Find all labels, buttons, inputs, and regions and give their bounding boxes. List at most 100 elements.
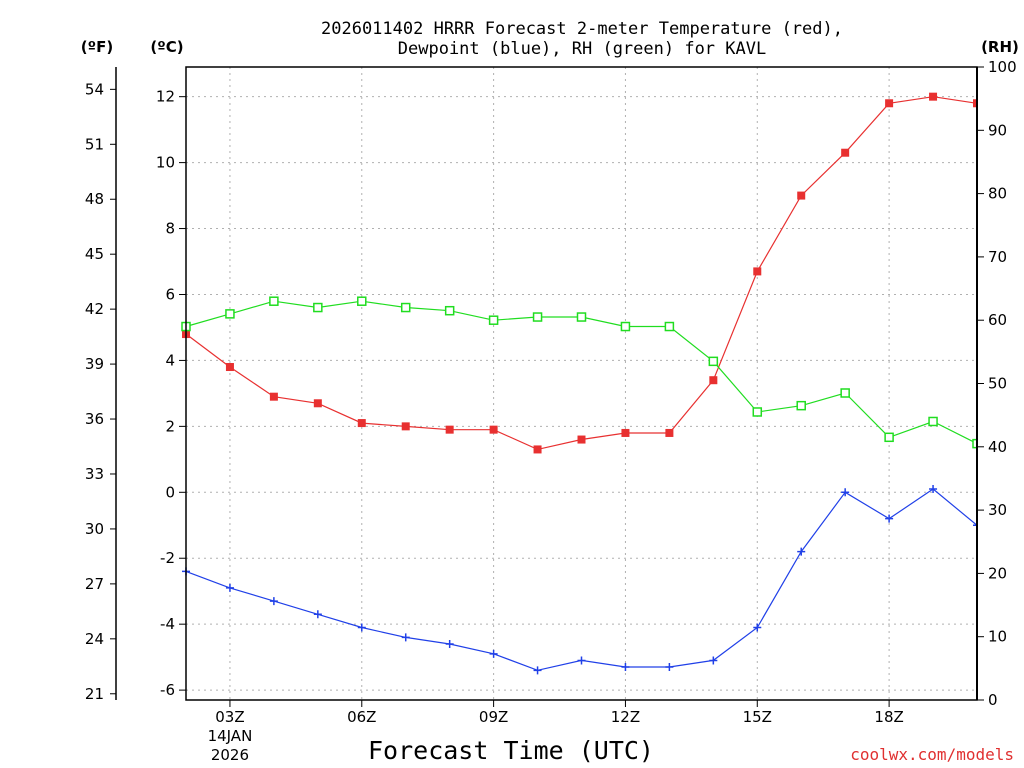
dewpoint-point [577,656,586,665]
rh-point [488,315,499,325]
dewpoint-point [401,633,410,642]
fahrenheit-tick-label: 36 [85,410,104,428]
celsius-tick-label: 12 [156,88,175,106]
temperature-point [797,191,806,200]
dewpoint-point [709,656,718,665]
dewpoint-point [489,649,498,658]
rh-point [576,312,587,322]
temperature-point [489,425,498,434]
x-tick-label: 06Z [347,708,376,726]
rh-tick-label: 30 [988,501,1007,519]
celsius-tick-label: -2 [160,549,175,567]
temperature-point [577,435,586,444]
dewpoint-point [621,663,630,672]
temperature-point [313,399,322,408]
temperature-point [973,99,977,108]
x-tick-label: 12Z [611,708,640,726]
temperature-point [709,376,718,385]
temperature-point [621,428,630,437]
fahrenheit-tick-label: 39 [85,355,104,373]
rh-point [313,302,323,313]
rh-point [928,416,938,427]
rh-point [269,296,279,306]
dewpoint-point [533,666,542,675]
dewpoint-point [445,639,454,648]
fahrenheit-tick-label: 51 [85,135,104,153]
rh-tick-label: 80 [988,185,1007,203]
temperature-point [445,425,454,434]
fahrenheit-tick-label: 21 [85,685,104,703]
gridlines [186,67,977,700]
rh-tick-label: 40 [988,438,1007,456]
fahrenheit-tick-label: 30 [85,520,104,538]
temperature-point [269,392,278,401]
dewpoint-point [313,610,322,619]
x-tick-date-label: 14JAN [208,727,253,745]
dewpoint-point [269,597,278,606]
rh-series-line [185,300,977,445]
fahrenheit-tick-label: 45 [85,245,104,263]
series-layer [181,92,977,675]
dewpoint-point [797,547,806,556]
celsius-tick-label: 4 [165,351,175,369]
temperature-point [929,92,938,101]
temperature-point [753,267,762,276]
x-tick-label: 15Z [743,708,772,726]
x-tick-label: 09Z [479,708,508,726]
temperature-point [665,428,674,437]
celsius-tick-label: 6 [165,285,175,303]
celsius-tick-label: -4 [160,615,175,633]
x-tick-label: 18Z [874,708,903,726]
rh-point [972,438,977,449]
dewpoint-point [929,485,938,493]
chart-title-line2: Dewpoint (blue), RH (green) for KAVL [398,39,766,59]
rh-tick-label: 60 [988,311,1007,329]
rh-tick-label: 100 [988,58,1017,76]
x-tick-label: 03Z [215,708,244,726]
fahrenheit-unit-label: (ºF) [81,38,113,56]
temperature-point [357,419,366,428]
dewpoint-point [357,623,366,632]
rh-point [708,356,719,367]
temperature-series-line [185,96,977,451]
rh-point [840,388,850,398]
celsius-tick-label: 2 [165,417,175,435]
dewpoint-point [753,623,762,632]
rh-point [664,321,675,332]
fahrenheit-tick-label: 42 [85,300,104,318]
celsius-unit-label: (ºC) [150,38,183,56]
temperature-point [401,422,410,431]
plot-frame [185,66,978,701]
rh-tick-label: 50 [988,375,1007,393]
rh-unit-label: (RH) [981,38,1019,56]
celsius-tick-label: 10 [156,154,175,172]
dewpoint-point [973,521,977,530]
rh-point [752,407,763,417]
credit-text: coolwx.com/models [850,745,1014,764]
rh-tick-label: 0 [988,691,998,709]
rh-point [796,400,806,411]
dewpoint-point [841,488,850,497]
fahrenheit-tick-label: 48 [85,190,104,208]
chart-title-line1: 2026011402 HRRR Forecast 2-meter Tempera… [321,19,843,39]
temperature-point [225,363,234,372]
rh-tick-label: 10 [988,628,1007,646]
rh-tick-label: 20 [988,564,1007,582]
rh-point [532,312,543,322]
celsius-tick-label: 0 [165,483,175,501]
dewpoint-point [225,583,234,592]
rh-point [357,296,367,306]
fahrenheit-tick-label: 33 [85,465,104,483]
fahrenheit-tick-label: 27 [85,575,104,593]
rh-tick-label: 70 [988,248,1007,266]
fahrenheit-tick-label: 54 [85,80,104,98]
rh-point [620,321,631,332]
rh-point [884,432,894,443]
celsius-tick-label: 8 [165,220,175,238]
x-tick-year-label: 2026 [211,746,249,764]
temperature-point [533,445,542,454]
dewpoint-point [885,514,894,523]
axis-ticks: -6-4-20246810122124273033363942454851540… [85,58,1017,764]
rh-point [225,309,235,319]
